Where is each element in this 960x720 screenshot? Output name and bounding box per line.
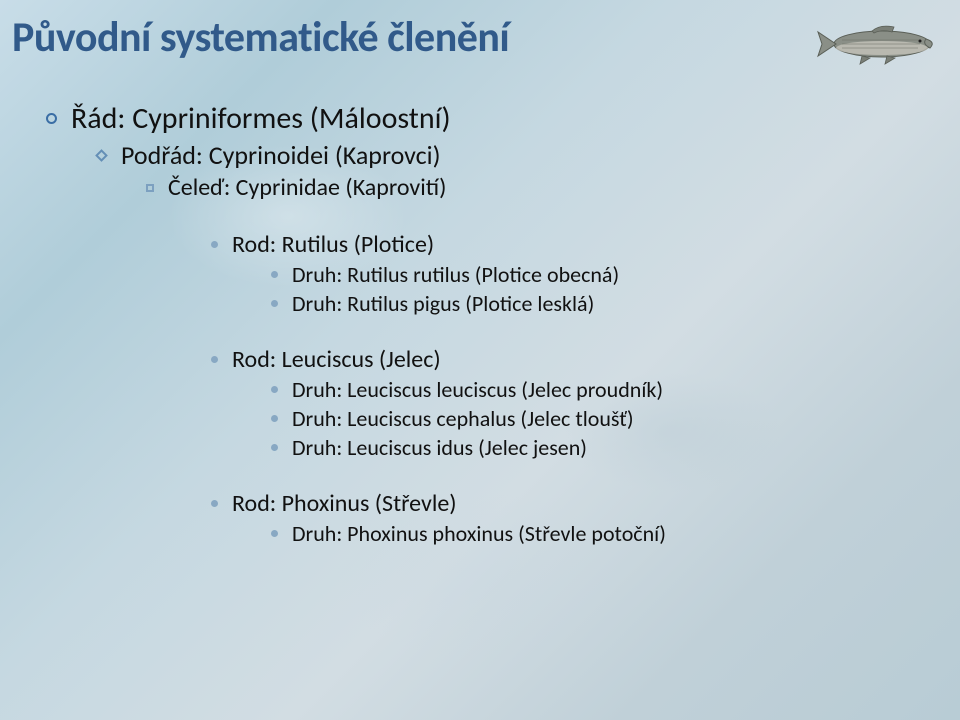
item-text: Podřád: Cyprinoidei (Kaprovci) [121, 139, 440, 171]
bullet-icon [271, 271, 278, 278]
list-item: Rod: Phoxinus (Střevle) [211, 489, 924, 518]
item-text: Čeleď: Cyprinidae (Kaprovití) [168, 173, 446, 202]
list-item: Čeleď: Cyprinidae (Kaprovití) [146, 173, 924, 202]
item-text: Řád: Cypriniformes (Máloostní) [71, 100, 451, 137]
bullet-icon [271, 300, 278, 307]
item-text: Druh: Rutilus pigus (Plotice lesklá) [292, 290, 594, 317]
item-text: Druh: Leuciscus cephalus (Jelec tloušť) [292, 405, 634, 432]
list-item: Druh: Phoxinus phoxinus (Střevle potoční… [271, 520, 924, 547]
item-text: Rod: Phoxinus (Střevle) [232, 489, 457, 518]
bullet-icon [271, 415, 278, 422]
title-text: Původní systematické členění [12, 12, 509, 63]
bullet-icon [95, 149, 108, 162]
bullet-icon [271, 444, 278, 451]
item-text: Druh: Leuciscus leuciscus (Jelec proudní… [292, 376, 663, 403]
list-item: Podřád: Cyprinoidei (Kaprovci) [96, 139, 924, 171]
item-text: Druh: Phoxinus phoxinus (Střevle potoční… [292, 520, 666, 547]
bullet-icon [146, 184, 154, 192]
bullet-icon [46, 113, 57, 124]
list-item: Druh: Leuciscus cephalus (Jelec tloušť) [271, 405, 924, 432]
bullet-icon [271, 530, 278, 537]
bullet-icon [211, 500, 218, 507]
slide: Původní systematické členění Řád: Cyprin… [0, 0, 960, 720]
bullet-icon [211, 241, 218, 248]
item-text: Druh: Rutilus rutilus (Plotice obecná) [292, 261, 619, 288]
item-text: Druh: Leuciscus idus (Jelec jesen) [292, 434, 587, 461]
list-item: Rod: Leuciscus (Jelec) [211, 345, 924, 374]
bullet-icon [271, 386, 278, 393]
list-item: Řád: Cypriniformes (Máloostní) [46, 100, 924, 137]
list-item: Druh: Rutilus rutilus (Plotice obecná) [271, 261, 924, 288]
fish-illustration [812, 14, 942, 70]
item-text: Rod: Leuciscus (Jelec) [232, 345, 441, 374]
item-text: Rod: Rutilus (Plotice) [232, 230, 434, 259]
bullet-icon [211, 356, 218, 363]
content-area: Řád: Cypriniformes (Máloostní) Podřád: C… [36, 100, 924, 549]
list-item: Druh: Leuciscus idus (Jelec jesen) [271, 434, 924, 461]
list-item: Druh: Leuciscus leuciscus (Jelec proudní… [271, 376, 924, 403]
list-item: Rod: Rutilus (Plotice) [211, 230, 924, 259]
list-item: Druh: Rutilus pigus (Plotice lesklá) [271, 290, 924, 317]
